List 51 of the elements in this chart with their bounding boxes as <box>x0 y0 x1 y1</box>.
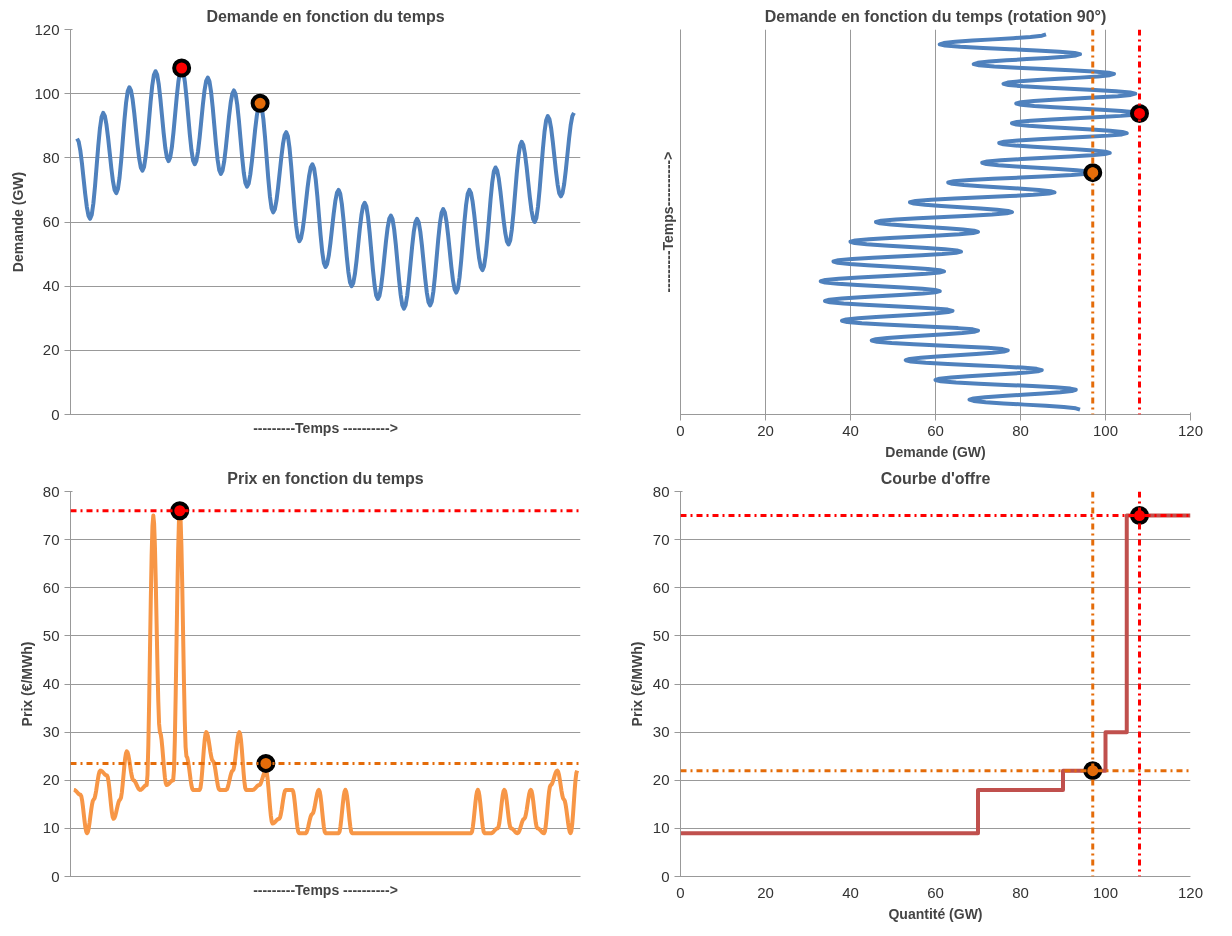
x-axis-title: Demande (GW) <box>885 443 986 460</box>
x-tick-label: 100 <box>1092 883 1119 901</box>
x-tick-label: 40 <box>842 421 859 439</box>
y-tick-label: 20 <box>42 771 60 789</box>
y-tick-label: 0 <box>51 405 60 423</box>
y-tick-label: 0 <box>661 867 670 885</box>
y-axis-title: ---------Temps----------> <box>659 151 676 293</box>
x-tick-label: 100 <box>1092 421 1119 439</box>
x-axis-title: ---------Temps ----------> <box>253 419 398 436</box>
y-tick-label: 80 <box>42 148 60 166</box>
x-tick-label: 0 <box>676 421 685 439</box>
y-tick-label: 80 <box>652 482 670 500</box>
y-tick-label: 40 <box>42 277 60 295</box>
y-tick-label: 80 <box>42 482 60 500</box>
y-axis-title: Demande (GW) <box>10 171 27 273</box>
x-tick-label: 60 <box>927 883 944 901</box>
y-tick-label: 60 <box>652 578 670 596</box>
x-axis-title: Quantité (GW) <box>888 905 983 922</box>
x-tick-label: 20 <box>757 883 774 901</box>
y-tick-label: 60 <box>42 578 60 596</box>
chart-title: Prix en fonction du temps <box>227 469 424 487</box>
y-tick-label: 10 <box>652 819 670 837</box>
x-tick-label: 60 <box>927 421 944 439</box>
chart-title: Demande en fonction du temps (rotation 90°) <box>764 7 1107 25</box>
x-tick-label: 80 <box>1012 421 1029 439</box>
y-tick-label: 50 <box>652 626 670 644</box>
y-tick-label: 50 <box>42 626 60 644</box>
x-tick-label: 0 <box>676 883 685 901</box>
x-tick-label: 40 <box>842 883 859 901</box>
y-tick-label: 0 <box>51 867 60 885</box>
y-tick-label: 70 <box>42 530 60 548</box>
y-axis-title: Prix (€/MWh) <box>628 641 645 727</box>
y-tick-label: 120 <box>34 20 60 38</box>
x-tick-label: 80 <box>1012 883 1029 901</box>
chart-title: Demande en fonction du temps <box>206 7 445 25</box>
x-tick-label: 120 <box>1177 883 1204 901</box>
y-axis-title: Prix (€/MWh) <box>18 641 35 727</box>
y-tick-label: 40 <box>42 675 60 692</box>
chart-title: Courbe d'offre <box>880 469 991 487</box>
y-tick-label: 100 <box>34 84 60 102</box>
y-tick-label: 70 <box>652 530 670 548</box>
y-tick-label: 30 <box>42 723 60 741</box>
y-tick-label: 20 <box>42 341 60 359</box>
y-tick-label: 10 <box>42 819 60 837</box>
y-tick-label: 20 <box>652 771 670 789</box>
x-tick-label: 20 <box>757 421 774 439</box>
y-tick-label: 30 <box>652 723 670 741</box>
y-tick-label: 60 <box>42 213 60 230</box>
x-tick-label: 120 <box>1177 421 1204 439</box>
x-axis-title: ---------Temps ----------> <box>253 881 398 898</box>
y-tick-label: 40 <box>652 675 670 692</box>
